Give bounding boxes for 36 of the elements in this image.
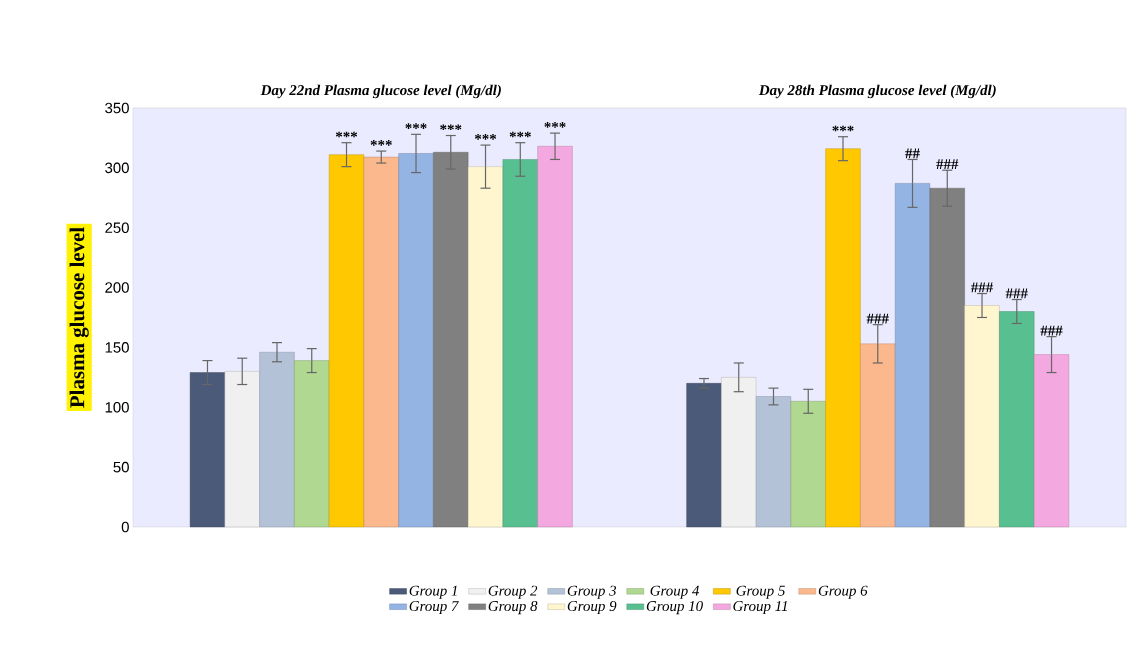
data-label: ### [1005, 288, 1028, 299]
data-label: *** [370, 140, 392, 146]
data-label: *** [509, 131, 531, 138]
data-label: *** [474, 134, 497, 140]
data-label: ### [1040, 325, 1063, 336]
y-tick-label: 300 [105, 162, 129, 174]
legend-label: Group 10 [646, 601, 703, 615]
data-label: *** [440, 124, 462, 131]
legend-label: Group 1 [409, 585, 457, 599]
data-label: *** [335, 131, 358, 138]
data-label: ### [866, 313, 889, 324]
x-tick-label: Day 22nd Plasma glucose level (Mg/dl) [260, 84, 501, 99]
legend-label: Group 5 [736, 585, 785, 599]
legend-label: Group 2 [488, 585, 538, 599]
data-label: *** [832, 125, 854, 132]
legend-label: Group 9 [567, 601, 617, 615]
data-label: *** [544, 122, 566, 128]
y-tick-label: 350 [105, 102, 129, 114]
legend-label: Group 4 [650, 585, 700, 599]
legend-label: Group 8 [488, 601, 538, 615]
y-tick-label: 50 [113, 461, 129, 473]
y-axis-title: Plasma glucose level [69, 227, 89, 408]
y-tick-label: 200 [105, 282, 129, 293]
y-tick-label: 100 [105, 401, 129, 413]
data-label: ## [905, 148, 920, 159]
legend-label: Group 6 [818, 585, 868, 599]
legend-label: Group 7 [409, 601, 459, 615]
data-label: ### [936, 159, 959, 170]
data-label: *** [405, 123, 427, 129]
data-label: ### [971, 282, 994, 293]
y-tick-label: 250 [105, 222, 129, 233]
legend-label: Group 11 [733, 601, 787, 615]
y-tick-label: 150 [105, 342, 129, 353]
x-tick-label: Day 28th Plasma glucose level (Mg/dl) [758, 84, 996, 99]
legend-label: Group 3 [567, 585, 617, 599]
y-tick-label: 0 [121, 521, 129, 533]
